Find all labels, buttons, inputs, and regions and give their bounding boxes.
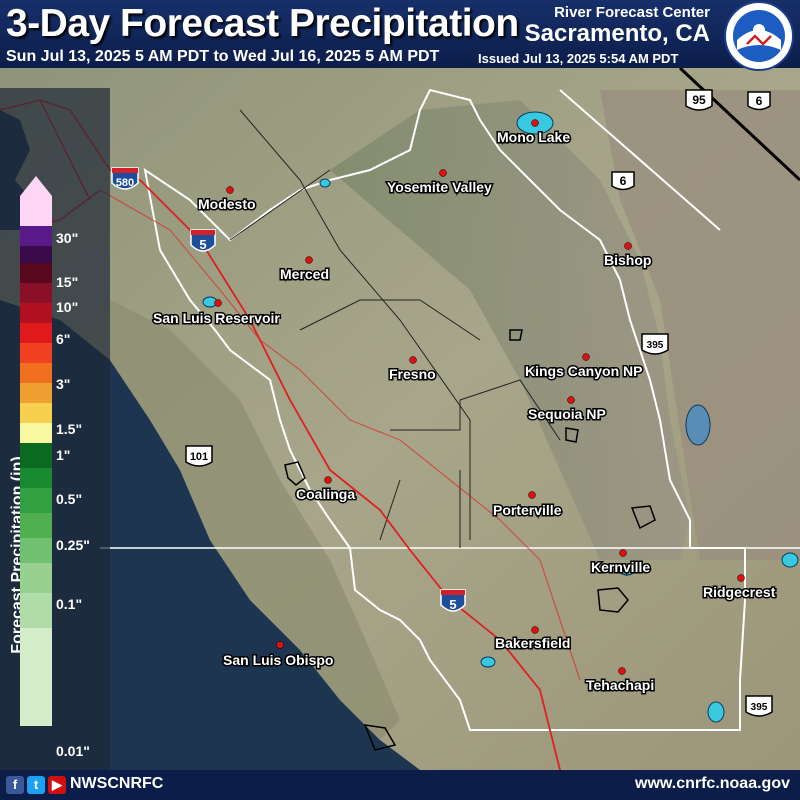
i580-label: 580 — [116, 177, 134, 189]
slo-marker — [276, 641, 284, 649]
yosemite-marker — [439, 169, 447, 177]
modesto-marker — [226, 186, 234, 194]
owens-lake — [685, 404, 711, 446]
i5-south-label: 5 — [449, 597, 456, 612]
tick-6: 6" — [56, 331, 71, 347]
label-porterville: Porterville — [493, 502, 562, 518]
tick-0-1: 0.1" — [56, 596, 83, 612]
state-line-north — [559, 89, 721, 231]
us95-label: 95 — [692, 93, 706, 107]
tick-0-5: 0.5" — [56, 491, 83, 507]
label-fresno: Fresno — [389, 366, 436, 382]
i5-shield-south: 5 — [440, 589, 466, 612]
tick-0-01: 0.01" — [56, 743, 90, 759]
us6-shield-east: 6 — [747, 91, 771, 111]
label-kernville: Kernville — [591, 559, 650, 575]
isabella-lake — [618, 564, 636, 576]
interstate-5 — [139, 179, 561, 770]
label-bakersfield: Bakersfield — [495, 635, 570, 651]
i5-north-label: 5 — [199, 237, 206, 252]
san-luis-marker — [214, 299, 222, 307]
us395-shield-north: 395 — [641, 333, 669, 355]
tick-30: 30" — [56, 230, 79, 246]
fresno-marker — [409, 356, 417, 364]
us101-shield: 101 — [185, 445, 213, 467]
lakes — [202, 111, 799, 723]
label-slo: San Luis Obispo — [223, 652, 333, 668]
city-markers — [214, 119, 745, 675]
county-lines — [229, 109, 561, 548]
header-bar: 3-Day Forecast Precipitation Sun Jul 13,… — [0, 0, 800, 71]
tick-10: 10" — [56, 299, 79, 315]
label-kings: Kings Canyon NP — [525, 363, 642, 379]
website-link[interactable]: www.cnrfc.noaa.gov — [635, 775, 790, 792]
agency-name: River Forecast Center — [554, 4, 710, 21]
us395-shield-south: 395 — [745, 695, 773, 717]
label-mono: Mono Lake — [497, 129, 570, 145]
label-tehachapi: Tehachapi — [586, 677, 654, 693]
social-handle[interactable]: NWSCNRFC — [70, 775, 164, 792]
us6-shield: 6 — [611, 171, 635, 191]
highway-99 — [99, 189, 581, 681]
label-coalinga: Coalinga — [296, 486, 355, 502]
us6-label: 6 — [620, 174, 627, 188]
label-yosemite: Yosemite Valley — [387, 179, 492, 195]
color-bar — [20, 196, 52, 751]
us395-north-label: 395 — [647, 340, 664, 351]
map-title: 3-Day Forecast Precipitation — [6, 2, 519, 45]
tick-15: 15" — [56, 274, 79, 290]
label-merced: Merced — [280, 266, 329, 282]
tick-1: 1" — [56, 447, 71, 463]
twitter-icon[interactable]: t — [27, 776, 45, 794]
i580-shield: 580 — [111, 167, 139, 190]
tick-3: 3" — [56, 376, 71, 392]
tick-1-5: 1.5" — [56, 421, 83, 437]
issued-time: Issued Jul 13, 2025 5:54 AM PDT — [478, 51, 679, 66]
us395-south-label: 395 — [751, 702, 768, 713]
label-sequoia: Sequoia NP — [528, 406, 606, 422]
coalinga-marker — [324, 476, 332, 484]
youtube-icon[interactable]: ▶ — [48, 776, 66, 794]
color-bar-arrow — [20, 176, 52, 196]
footer-bar: f t ▶ NWSCNRFC www.cnrfc.noaa.gov — [0, 770, 800, 800]
sequoia-marker — [567, 396, 575, 404]
facebook-icon[interactable]: f — [6, 776, 24, 794]
tick-0-25: 0.25" — [56, 537, 90, 553]
i5-shield-north: 5 — [190, 229, 216, 252]
merced-marker — [305, 256, 313, 264]
label-modesto: Modesto — [198, 196, 256, 212]
us95-shield: 95 — [685, 89, 713, 111]
ridgecrest-marker — [737, 574, 745, 582]
coast-ranges — [110, 300, 400, 740]
date-range: Sun Jul 13, 2025 5 AM PDT to Wed Jul 16,… — [6, 48, 440, 65]
legend-panel: Forecast Precipitation (in) 3 — [0, 88, 110, 770]
bakersfield-marker — [531, 626, 539, 634]
porterville-marker — [528, 491, 536, 499]
bishop-marker — [624, 242, 632, 250]
precipitation-map: 580 5 5 101 395 395 95 — [0, 68, 800, 770]
kings-marker — [582, 353, 590, 361]
social-icons: f t ▶ — [6, 776, 66, 794]
nws-logo-icon — [724, 1, 794, 71]
us6-east-label: 6 — [756, 94, 763, 108]
label-san-luis: San Luis Reservoir — [153, 310, 280, 326]
tehachapi-marker — [618, 667, 626, 675]
outlined-areas — [284, 329, 656, 751]
us101-label: 101 — [190, 451, 208, 463]
label-ridgecrest: Ridgecrest — [703, 584, 776, 600]
eastern-desert — [600, 90, 800, 560]
state-line — [678, 68, 800, 182]
mono-marker — [531, 119, 539, 127]
kernville-marker — [619, 549, 627, 557]
office-location: Sacramento, CA — [524, 20, 710, 47]
label-bishop: Bishop — [604, 252, 651, 268]
